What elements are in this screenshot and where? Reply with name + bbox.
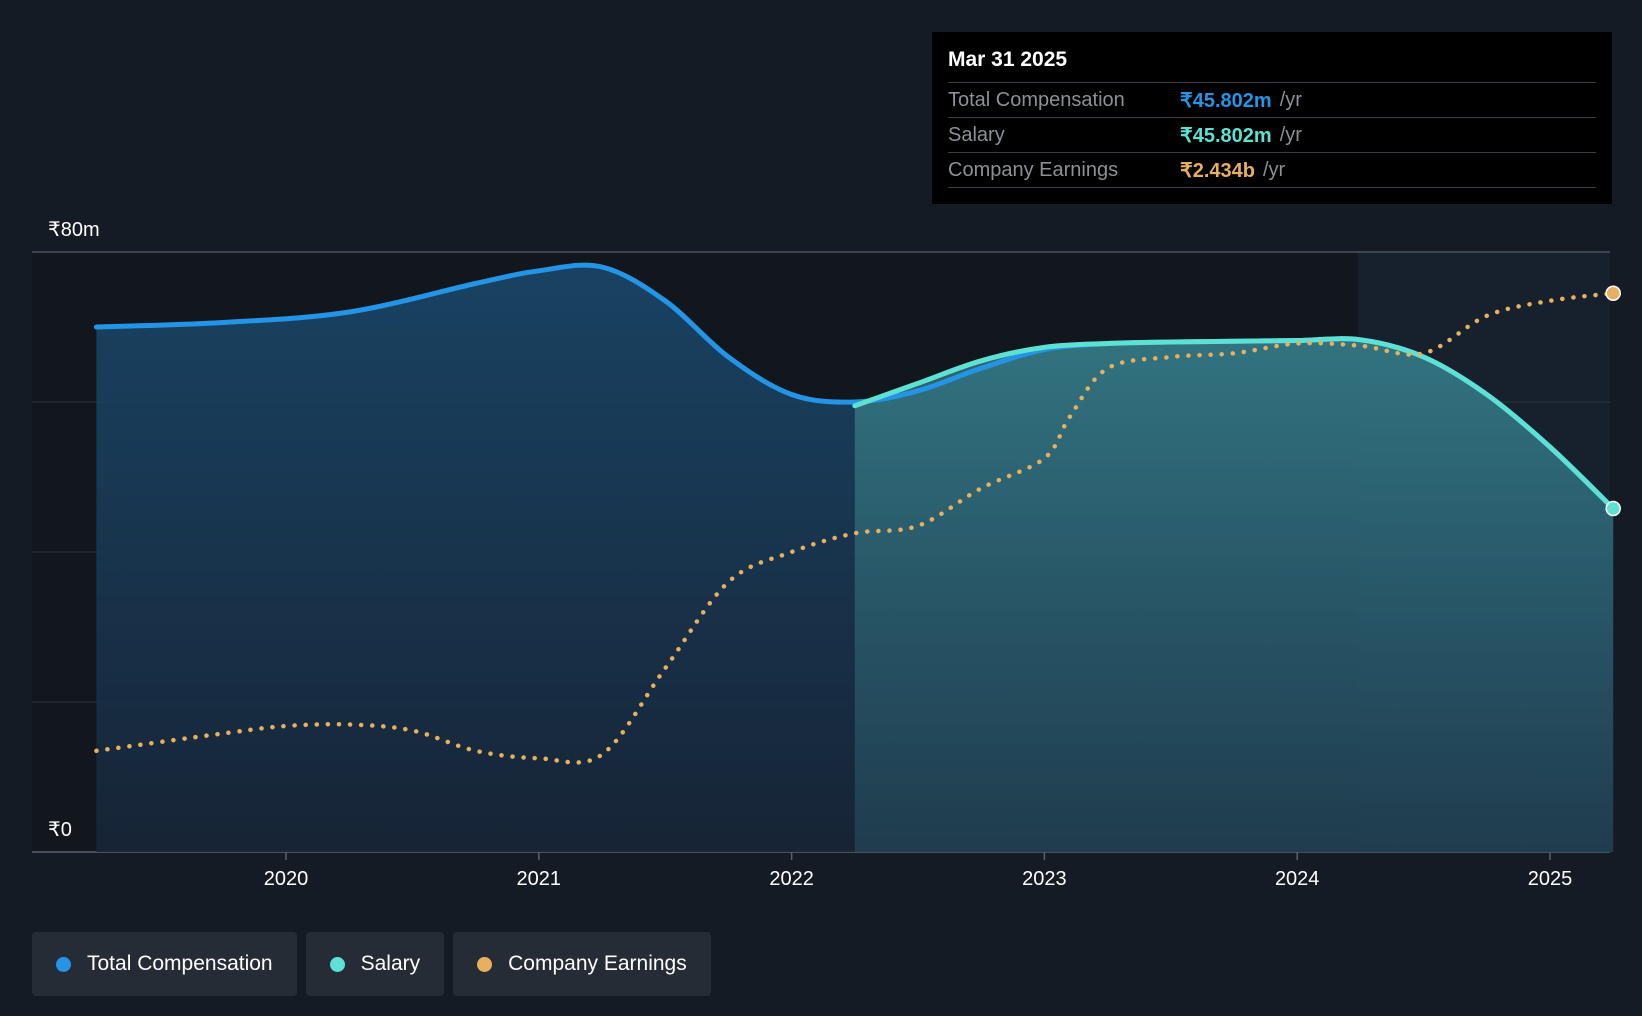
tooltip-value: ₹45.802m: [1180, 124, 1272, 147]
hover-tooltip: Mar 31 2025 Total Compensation ₹45.802m …: [932, 32, 1612, 204]
tooltip-row-company-earnings: Company Earnings ₹2.434b /yr: [948, 153, 1596, 188]
tooltip-unit: /yr: [1263, 158, 1286, 181]
salary-line: [852, 336, 1616, 511]
tooltip-date: Mar 31 2025: [948, 46, 1596, 83]
tooltip-label: Salary: [948, 123, 1005, 146]
tooltip-value: ₹45.802m: [1180, 89, 1272, 112]
tooltip-label: Total Compensation: [948, 88, 1125, 111]
legend-item-total-compensation[interactable]: Total Compensation: [32, 932, 297, 996]
legend-label: Company Earnings: [508, 952, 687, 975]
legend-label: Salary: [360, 952, 421, 975]
legend-dot-icon: [329, 956, 345, 972]
x-tick-label: 2021: [517, 868, 562, 890]
tooltip-unit: /yr: [1279, 123, 1302, 146]
salary-area: [854, 338, 1614, 853]
tooltip-row-total-compensation: Total Compensation ₹45.802m /yr: [948, 83, 1596, 118]
salary-end-point: [1605, 500, 1621, 517]
company-earnings-end-point: [1605, 285, 1621, 301]
legend-dot-icon: [477, 956, 493, 972]
x-tick-label: 2020: [264, 868, 309, 890]
legend-label: Total Compensation: [87, 952, 273, 975]
legend-dot-icon: [56, 956, 71, 972]
tooltip-row-salary: Salary ₹45.802m /yr: [948, 118, 1596, 153]
tooltip-value: ₹2.434b: [1180, 159, 1255, 182]
x-tick-label: 2022: [769, 868, 814, 890]
y-axis-top-label: ₹80m: [48, 219, 100, 241]
x-tick-label: 2025: [1528, 868, 1573, 890]
legend-item-salary[interactable]: Salary: [305, 932, 445, 996]
x-tick-label: 2024: [1275, 868, 1320, 890]
y-axis-bottom-label: ₹0: [48, 819, 72, 841]
tooltip-unit: /yr: [1279, 88, 1302, 111]
tooltip-label: Company Earnings: [948, 158, 1119, 181]
legend: Total Compensation Salary Company Earnin…: [32, 932, 711, 996]
legend-item-company-earnings[interactable]: Company Earnings: [453, 932, 711, 996]
x-tick-label: 2023: [1022, 868, 1067, 890]
